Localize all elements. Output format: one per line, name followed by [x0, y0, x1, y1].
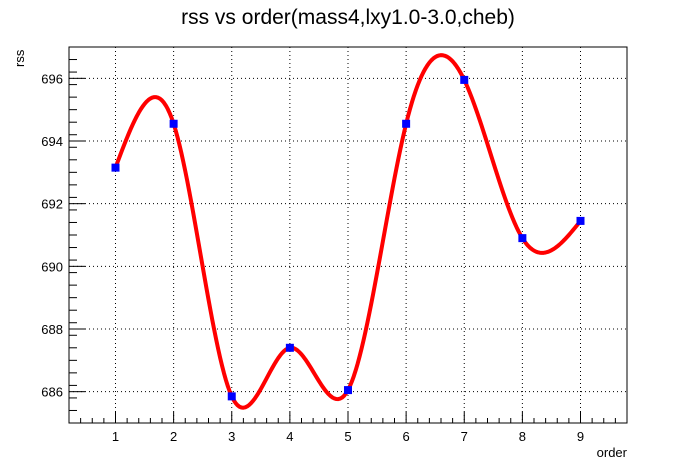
- y-tick-label: 694: [41, 134, 63, 149]
- x-tick-label: 7: [461, 429, 468, 444]
- x-tick-label: 1: [112, 429, 119, 444]
- x-tick-label: 8: [519, 429, 526, 444]
- y-tick-label: 690: [41, 259, 63, 274]
- axis-ticks: [69, 46, 616, 423]
- y-tick-label: 692: [41, 197, 63, 212]
- data-point-3: [227, 392, 236, 401]
- x-tick-labels: 1 2 3 4 5 6 7 8 9: [112, 429, 584, 444]
- y-tick-labels: 686 688 690 692 694 696: [41, 71, 63, 399]
- data-point-9: [576, 216, 585, 225]
- data-point-8: [518, 234, 527, 243]
- y-tick-label: 688: [41, 322, 63, 337]
- data-point-4: [285, 343, 294, 352]
- data-point-5: [344, 386, 352, 395]
- chart-title: rss vs order(mass4,lxy1.0-3.0,cheb): [181, 6, 515, 29]
- x-tick-label: 3: [228, 429, 235, 444]
- data-point-7: [460, 75, 469, 84]
- x-tick-label: 2: [170, 429, 177, 444]
- data-point-2: [169, 119, 178, 128]
- x-tick-label: 5: [344, 429, 351, 444]
- y-tick-label: 696: [41, 71, 63, 86]
- data-points: [111, 75, 585, 401]
- x-tick-label: 9: [577, 429, 584, 444]
- x-tick-label: 6: [403, 429, 410, 444]
- y-tick-label: 686: [41, 385, 63, 400]
- data-point-1: [111, 163, 120, 172]
- y-axis-label: rss: [12, 49, 27, 67]
- x-tick-label: 4: [286, 429, 293, 444]
- data-point-6: [402, 119, 411, 128]
- grid-lines: [69, 47, 627, 423]
- x-axis-label: order: [597, 445, 628, 460]
